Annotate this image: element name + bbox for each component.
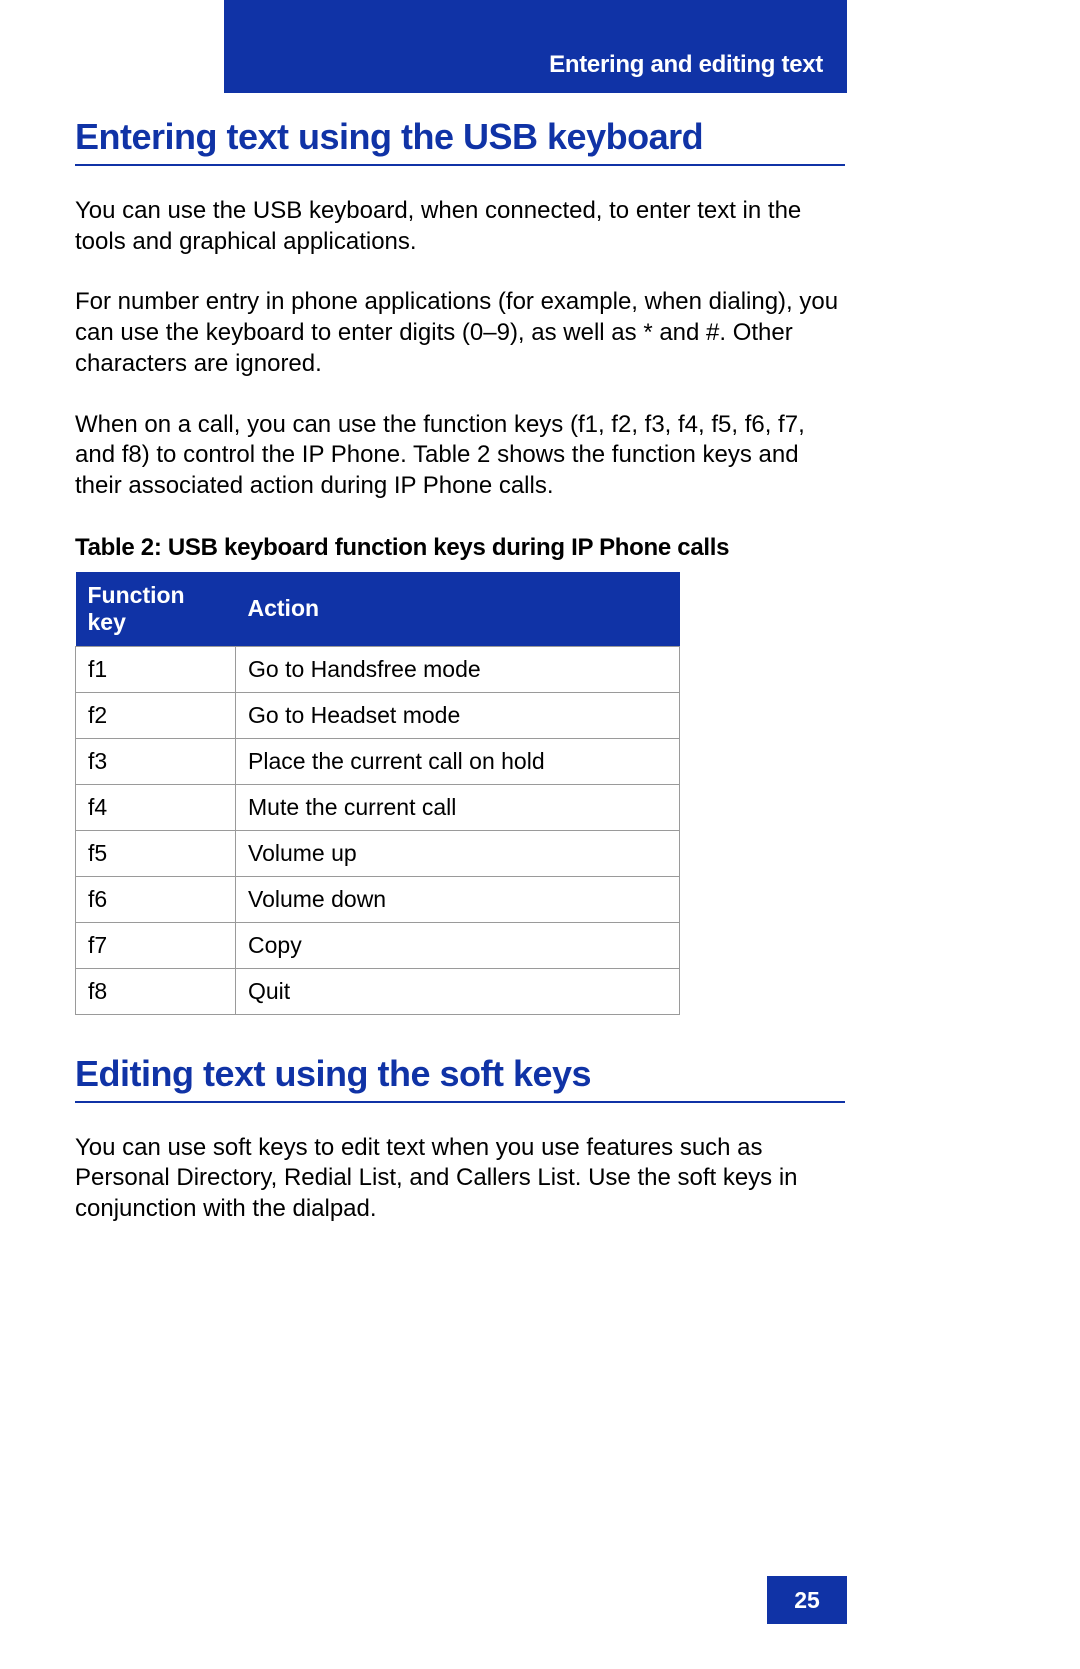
section1-para1: You can use the USB keyboard, when conne…	[75, 196, 845, 257]
table-cell: f5	[76, 830, 236, 876]
table-row: f4 Mute the current call	[76, 784, 680, 830]
table-cell: Copy	[236, 922, 680, 968]
table-cell: f6	[76, 876, 236, 922]
page-number-box: 25	[767, 1576, 847, 1624]
table-cell: Quit	[236, 968, 680, 1014]
table-cell: Go to Handsfree mode	[236, 646, 680, 692]
table-row: f1 Go to Handsfree mode	[76, 646, 680, 692]
table2-caption: Table 2: USB keyboard function keys duri…	[75, 534, 845, 562]
table-cell: f7	[76, 922, 236, 968]
table2-col0: Function key	[76, 572, 236, 647]
table-cell: f1	[76, 646, 236, 692]
section1-title: Entering text using the USB keyboard	[75, 116, 845, 166]
table-cell: f4	[76, 784, 236, 830]
page-content: Entering text using the USB keyboard You…	[75, 116, 845, 1225]
table-row: f2 Go to Headset mode	[76, 692, 680, 738]
table-cell: Volume up	[236, 830, 680, 876]
table-row: f7 Copy	[76, 922, 680, 968]
table-cell: Place the current call on hold	[236, 738, 680, 784]
table-header-row: Function key Action	[76, 572, 680, 647]
table-row: f8 Quit	[76, 968, 680, 1014]
table-row: f5 Volume up	[76, 830, 680, 876]
table-cell: Volume down	[236, 876, 680, 922]
table-row: f6 Volume down	[76, 876, 680, 922]
section2-title: Editing text using the soft keys	[75, 1053, 845, 1103]
header-section-title: Entering and editing text	[549, 51, 823, 79]
section1-para2: For number entry in phone applications (…	[75, 287, 845, 379]
page-number: 25	[794, 1587, 820, 1614]
table-cell: Go to Headset mode	[236, 692, 680, 738]
table-cell: f3	[76, 738, 236, 784]
table2: Function key Action f1 Go to Handsfree m…	[75, 572, 680, 1015]
table-row: f3 Place the current call on hold	[76, 738, 680, 784]
table-cell: f2	[76, 692, 236, 738]
section2-para1: You can use soft keys to edit text when …	[75, 1133, 845, 1225]
table2-col1: Action	[236, 572, 680, 647]
table-cell: f8	[76, 968, 236, 1014]
section1-para3: When on a call, you can use the function…	[75, 410, 845, 502]
header-tab: Entering and editing text	[224, 0, 847, 93]
table-cell: Mute the current call	[236, 784, 680, 830]
